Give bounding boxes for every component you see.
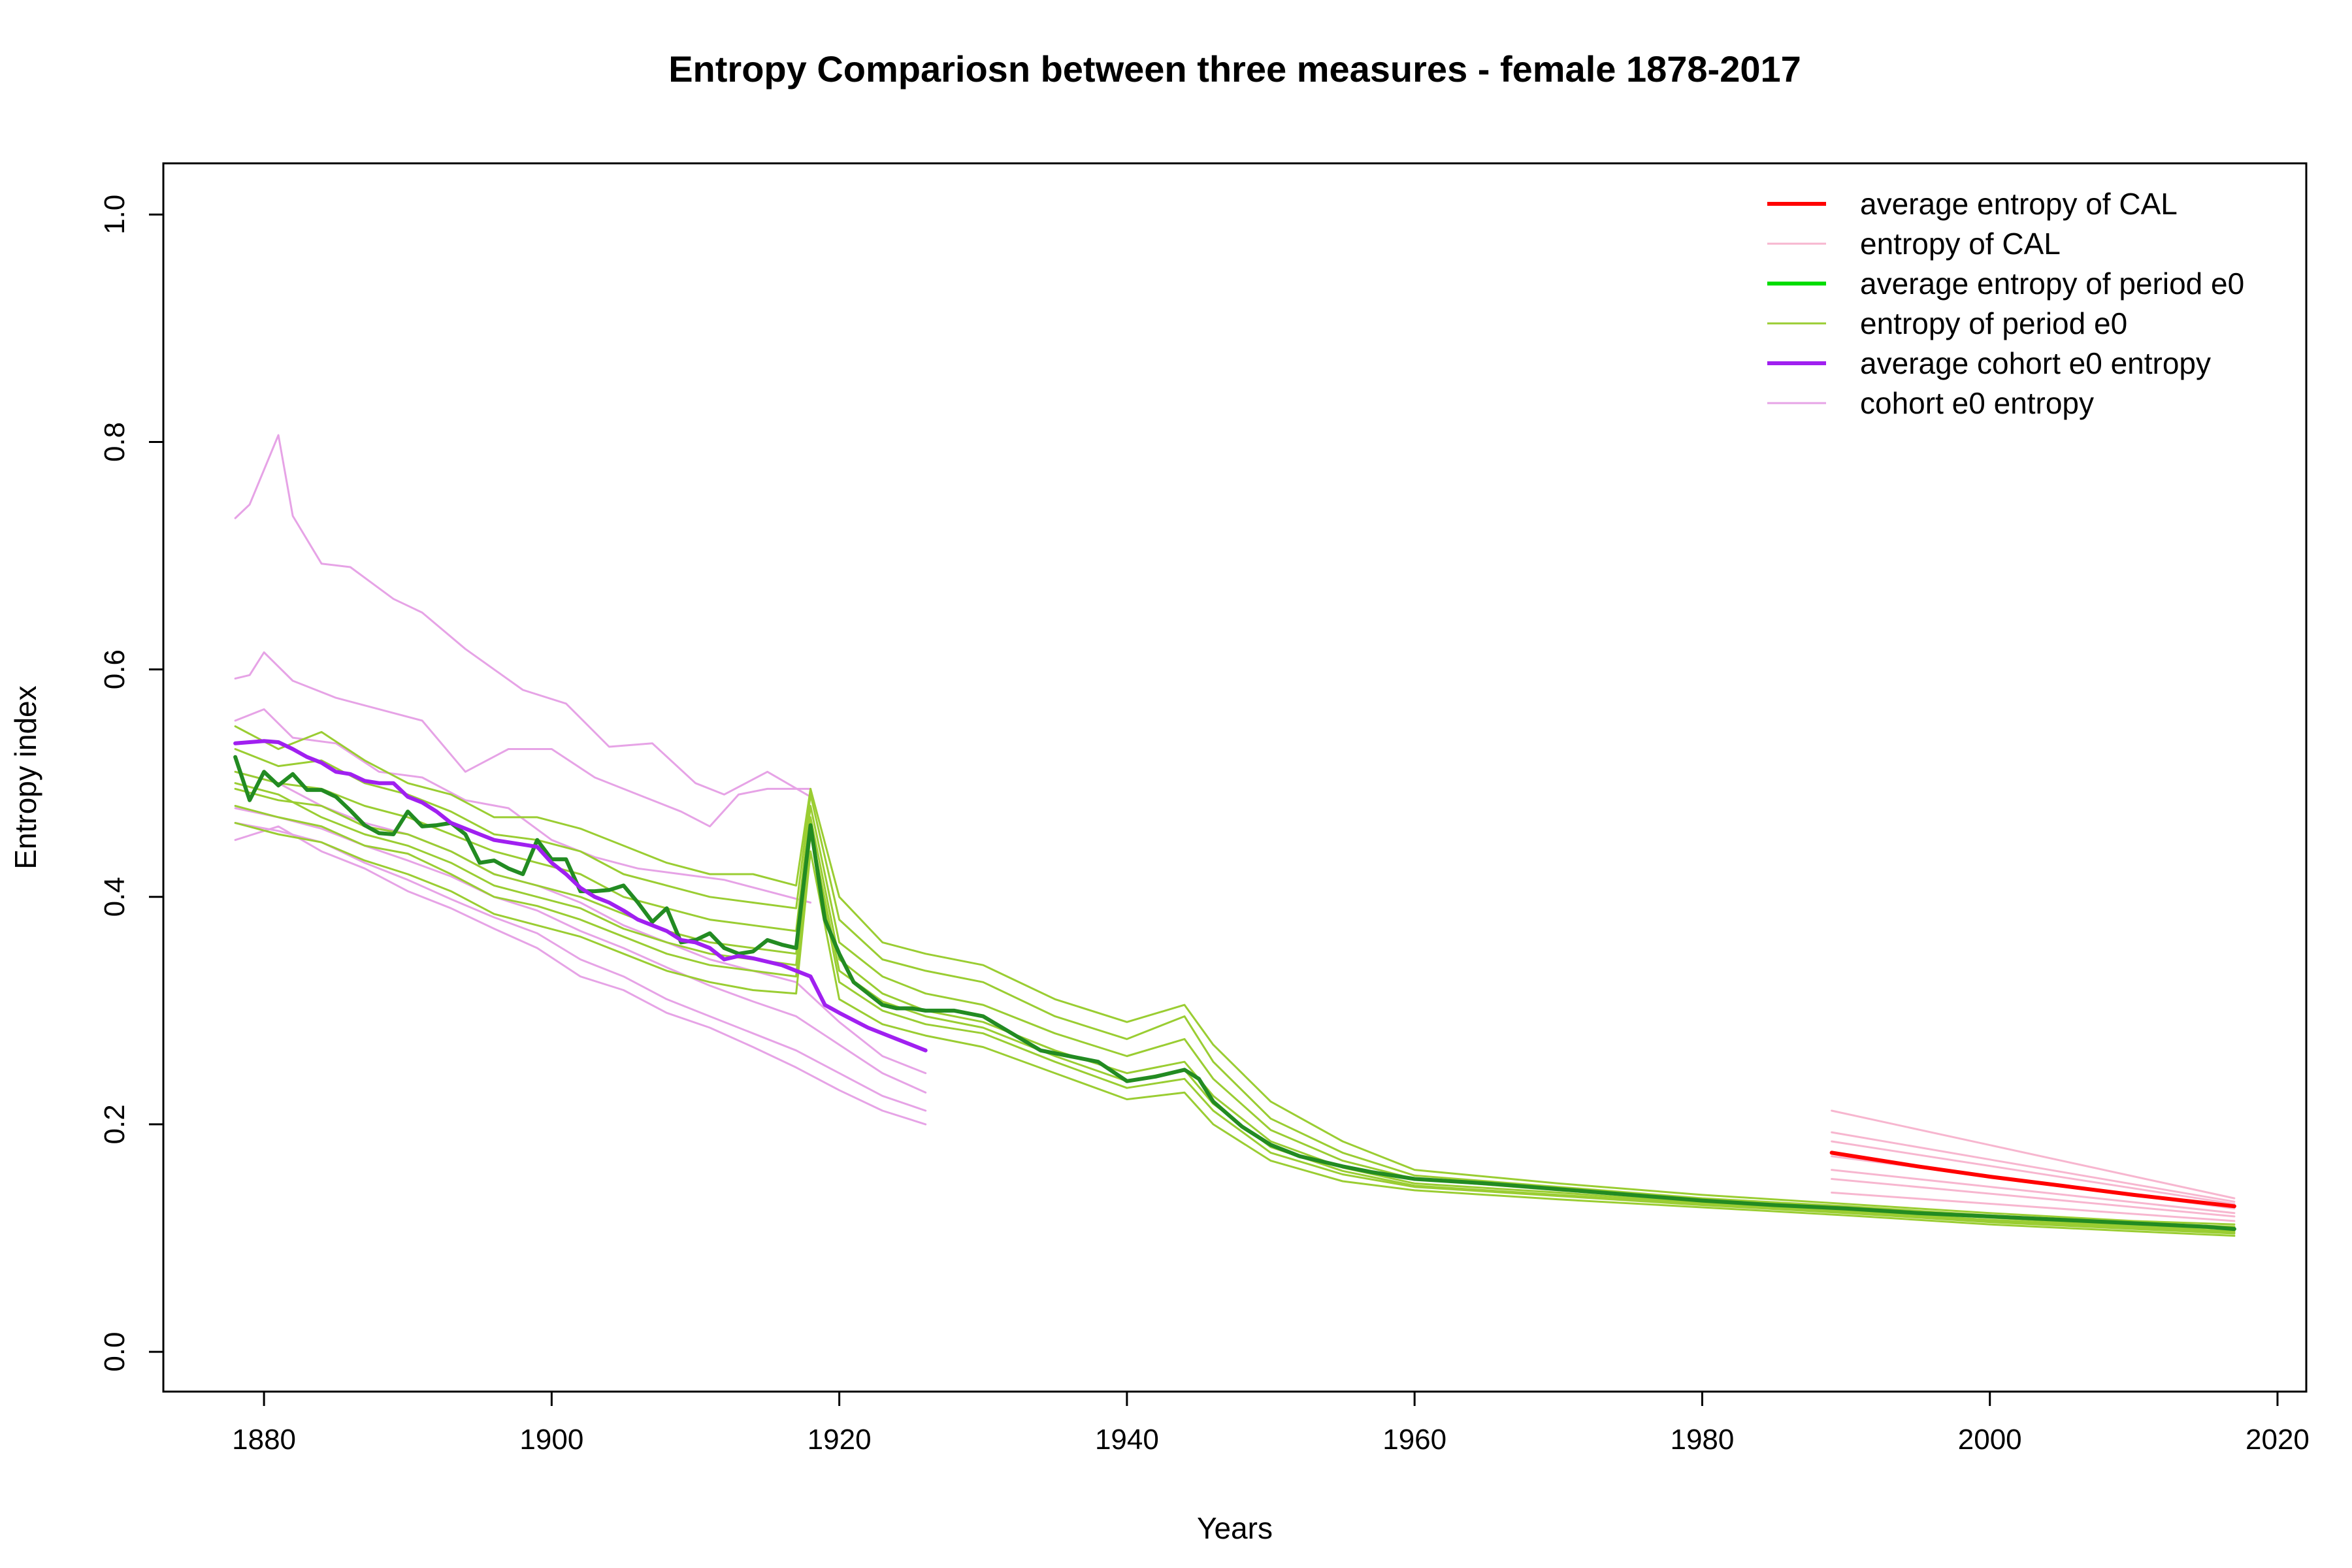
series-line-period-1: [234, 725, 2236, 1226]
y-tick-label: 0.2: [99, 1104, 131, 1144]
series-line-period-4: [234, 787, 2236, 1233]
series-line-cohort-4: [234, 770, 927, 1075]
legend-label: average cohort e0 entropy: [1860, 346, 2211, 380]
series-line-avg-period-1: [233, 755, 2236, 1232]
legend-label: cohort e0 entropy: [1860, 386, 2094, 420]
series-line-cal-2: [1831, 1131, 2236, 1203]
series-layer: [233, 434, 2236, 1237]
series-line-period-6: [234, 822, 2236, 1237]
series-line-avg-cohort-1: [233, 739, 928, 1053]
legend-label: average entropy of CAL: [1860, 187, 2178, 221]
legend-label: average entropy of period e0: [1860, 267, 2244, 301]
legend-label: entropy of CAL: [1860, 227, 2061, 261]
y-tick-label: 0.0: [99, 1331, 131, 1371]
series-line-cohort-1: [234, 434, 812, 798]
series-line-cohort-2: [234, 651, 812, 828]
x-tick-label: 1960: [1382, 1424, 1446, 1456]
x-tick-label: 1940: [1095, 1424, 1159, 1456]
x-tick-label: 1980: [1670, 1424, 1734, 1456]
series-line-cal-5: [1831, 1169, 2236, 1215]
x-tick-label: 1920: [808, 1424, 872, 1456]
y-tick-label: 0.8: [99, 422, 131, 462]
x-tick-label: 1880: [232, 1424, 296, 1456]
y-tick-label: 0.6: [99, 649, 131, 689]
series-line-cohort-3: [234, 708, 812, 904]
x-axis-label: Years: [1197, 1511, 1273, 1545]
x-axis: 1880 1900 1920 1940 1960 1980 2000 2020: [232, 1390, 2310, 1456]
series-line-period-2: [234, 748, 2236, 1228]
series-line-cohort-6: [234, 822, 927, 1112]
series-line-period-5: [234, 805, 2236, 1235]
y-axis: 0.0 0.2 0.4 0.6 0.8 1.0: [99, 195, 165, 1372]
x-tick-label: 2020: [2246, 1424, 2310, 1456]
series-line-cal-1: [1831, 1109, 2236, 1200]
legend: average entropy of CAL entropy of CAL aver…: [1741, 163, 2306, 442]
x-tick-label: 2000: [1958, 1424, 2022, 1456]
y-axis-label: Entropy index: [8, 685, 42, 869]
x-tick-label: 1900: [519, 1424, 583, 1456]
legend-box: [1741, 163, 2306, 442]
series-line-cohort-7: [234, 825, 927, 1126]
legend-label: entropy of period e0: [1860, 306, 2127, 340]
y-tick-label: 1.0: [99, 195, 131, 235]
series-line-avg-cal-1: [1829, 1151, 2236, 1209]
series-line-cal-6: [1831, 1178, 2236, 1218]
y-tick-label: 0.4: [99, 877, 131, 917]
series-line-cal-7: [1831, 1191, 2236, 1222]
chart-title: Entropy Compariosn between three measure…: [668, 48, 1801, 90]
series-line-cal-3: [1831, 1140, 2236, 1205]
